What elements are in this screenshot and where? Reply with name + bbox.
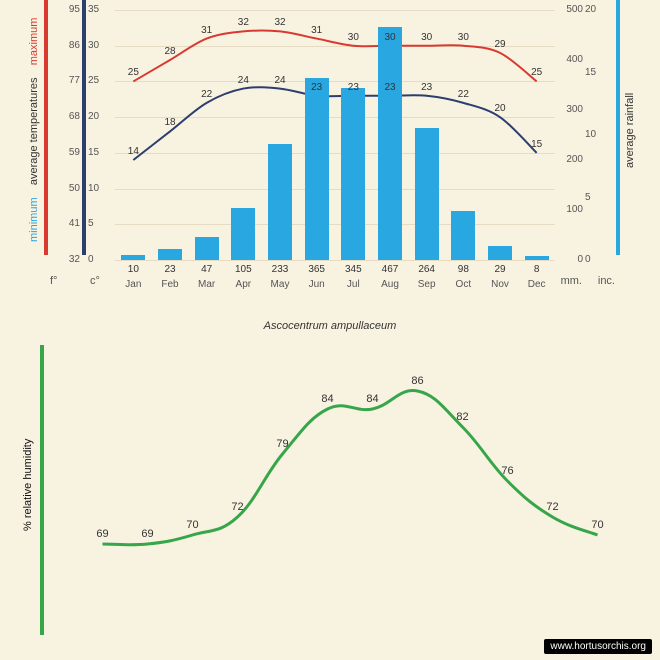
watermark: www.hortusorchis.org xyxy=(544,639,652,654)
humidity-value: 70 xyxy=(178,519,208,531)
max-label: maximum xyxy=(28,18,40,66)
rain-value: 23 xyxy=(152,264,188,275)
rain-value: 264 xyxy=(409,264,445,275)
humidity-value: 76 xyxy=(493,465,523,477)
temp-value: 32 xyxy=(231,17,255,28)
humidity-value: 72 xyxy=(223,501,253,513)
temp-value: 23 xyxy=(341,82,365,93)
humidity-value: 79 xyxy=(268,438,298,450)
rain-bar xyxy=(195,237,219,261)
month-label: Feb xyxy=(152,279,188,290)
temp-value: 14 xyxy=(121,146,145,157)
humidity-value: 69 xyxy=(133,528,163,540)
month-label: Nov xyxy=(482,279,518,290)
min-temp-axis-bar xyxy=(82,0,86,255)
temp-value: 22 xyxy=(451,89,475,100)
rain-bar xyxy=(268,144,292,261)
rain-bar xyxy=(121,255,145,260)
inc-unit-label: inc. xyxy=(598,275,615,287)
rain-bar xyxy=(231,208,255,261)
rain-bar xyxy=(415,128,439,260)
humidity-value: 84 xyxy=(358,393,388,405)
mm-unit-label: mm. xyxy=(561,275,582,287)
temp-value: 30 xyxy=(378,32,402,43)
rain-value: 29 xyxy=(482,264,518,275)
humidity-plot-area: 69 69 70 72 79 84 84 86 82 76 72 70 xyxy=(80,355,620,625)
humidity-value: 72 xyxy=(538,501,568,513)
temp-value: 23 xyxy=(305,82,329,93)
month-label: Sep xyxy=(409,279,445,290)
month-label: Mar xyxy=(189,279,225,290)
humidity-value: 70 xyxy=(583,519,613,531)
celsius-ticks: 05101520253035 xyxy=(88,0,118,260)
fahrenheit-ticks: 3241505968778695 xyxy=(50,0,80,260)
temp-value: 22 xyxy=(195,89,219,100)
temp-value: 30 xyxy=(451,32,475,43)
temp-value: 15 xyxy=(525,139,549,150)
rain-bar xyxy=(341,88,365,261)
right-axis-title: average rainfall xyxy=(624,0,638,260)
temp-value: 25 xyxy=(121,67,145,78)
rain-value: 233 xyxy=(262,264,298,275)
temp-value: 23 xyxy=(378,82,402,93)
c-unit-label: c° xyxy=(90,275,100,287)
humidity-value: 82 xyxy=(448,411,478,423)
rain-value: 467 xyxy=(372,264,408,275)
left-axis-title: minimum average temperatures maximum xyxy=(28,0,42,260)
month-label: Oct xyxy=(445,279,481,290)
temp-value: 24 xyxy=(231,75,255,86)
humidity-line xyxy=(80,355,620,625)
month-label: Jan xyxy=(115,279,151,290)
min-label: minimum xyxy=(28,198,40,243)
rain-value: 365 xyxy=(299,264,335,275)
humidity-axis-title: % relative humidity xyxy=(22,345,36,625)
max-temp-axis-bar xyxy=(44,0,48,255)
temp-value: 30 xyxy=(341,32,365,43)
rain-value: 10 xyxy=(115,264,151,275)
mm-ticks: 0100200300400500 xyxy=(553,0,583,260)
temp-value: 24 xyxy=(268,75,292,86)
rain-value: 98 xyxy=(445,264,481,275)
rain-value: 47 xyxy=(189,264,225,275)
month-label: Jun xyxy=(299,279,335,290)
temp-value: 32 xyxy=(268,17,292,28)
temp-value: 29 xyxy=(488,39,512,50)
rainfall-axis-bar xyxy=(616,0,620,255)
month-label: Dec xyxy=(519,279,555,290)
rain-bar xyxy=(488,246,512,261)
rain-bar xyxy=(525,256,549,260)
temp-value: 30 xyxy=(415,32,439,43)
rain-value: 105 xyxy=(225,264,261,275)
temp-value: 20 xyxy=(488,103,512,114)
species-title: Ascocentrum ampullaceum xyxy=(0,320,660,332)
temp-value: 28 xyxy=(158,46,182,57)
month-label: Apr xyxy=(225,279,261,290)
month-label: Aug xyxy=(372,279,408,290)
month-label: Jul xyxy=(335,279,371,290)
humidity-axis-bar xyxy=(40,345,44,635)
f-unit-label: f° xyxy=(50,275,57,287)
rain-bar xyxy=(378,27,402,261)
humidity-value: 84 xyxy=(313,393,343,405)
temp-value: 18 xyxy=(158,117,182,128)
rain-value: 345 xyxy=(335,264,371,275)
temp-value: 23 xyxy=(415,82,439,93)
temp-value: 31 xyxy=(305,25,329,36)
humidity-chart: % relative humidity 69 69 70 72 79 84 84 86 82 76… xyxy=(0,345,660,640)
inch-ticks: 05101520 xyxy=(585,0,615,260)
avg-label: average temperatures xyxy=(28,78,40,186)
rain-bar xyxy=(305,78,329,261)
rain-value: 8 xyxy=(519,264,555,275)
plot-area: 10Jan23Feb47Mar105Apr233May365Jun345Jul4… xyxy=(115,10,555,260)
rain-bar xyxy=(451,211,475,260)
humidity-value: 86 xyxy=(403,375,433,387)
humidity-value: 69 xyxy=(88,528,118,540)
temp-value: 25 xyxy=(525,67,549,78)
climate-chart: minimum average temperatures maximum ave… xyxy=(0,0,660,300)
rain-bar xyxy=(158,249,182,261)
month-label: May xyxy=(262,279,298,290)
temp-value: 31 xyxy=(195,25,219,36)
